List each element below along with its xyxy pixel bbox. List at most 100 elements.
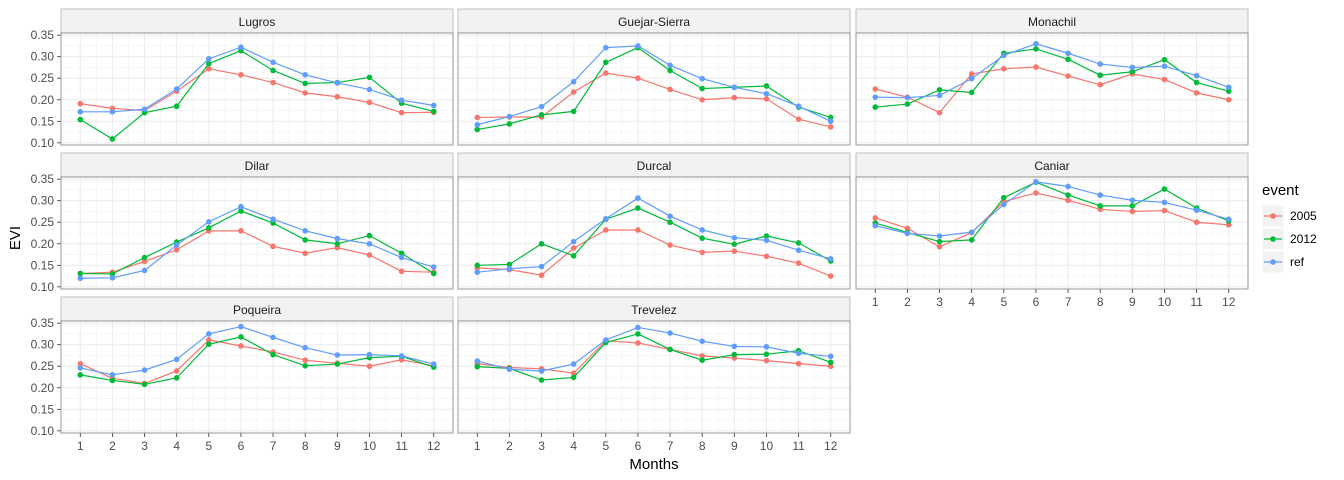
facet-panels: Lugros 0.10 0.15 0.20 0.25 0.30 0.35 Guejar-Sie… <box>31 8 1249 453</box>
data-point-ref <box>699 75 705 82</box>
data-point-ref <box>1129 197 1136 204</box>
data-point-2005 <box>570 89 577 95</box>
x-tick-label: 12 <box>427 439 441 453</box>
data-point-2012 <box>635 205 641 211</box>
data-point-ref <box>141 106 148 113</box>
data-point-2005 <box>731 94 738 101</box>
x-tick-label: 12 <box>824 439 838 453</box>
data-point-2012 <box>635 331 641 337</box>
data-point-ref <box>570 361 577 367</box>
data-point-ref <box>173 242 180 248</box>
data-point-ref <box>795 103 802 110</box>
data-point-2005 <box>173 247 180 253</box>
series-line-ref <box>477 326 831 372</box>
data-point-2005 <box>238 228 244 234</box>
y-tick-label: 0.15 <box>31 258 55 272</box>
data-point-ref <box>538 368 545 374</box>
data-point-2012 <box>270 220 276 226</box>
data-point-ref <box>1225 84 1232 91</box>
data-point-ref <box>366 86 373 93</box>
facet-strip <box>457 296 851 322</box>
data-point-2005 <box>1225 222 1232 228</box>
data-point-2005 <box>699 249 705 256</box>
x-tick-label: 6 <box>1033 295 1040 309</box>
y-tick-label: 0.30 <box>31 50 55 64</box>
data-point-2005 <box>270 243 276 250</box>
data-point-2005 <box>302 250 308 257</box>
facet-panel-lugros: Lugros 0.10 0.15 0.20 0.25 0.30 0.35 <box>31 8 454 150</box>
panel-border <box>457 32 851 146</box>
data-point-ref <box>827 256 834 262</box>
data-point-2012 <box>667 219 673 226</box>
data-point-2012 <box>1161 186 1168 192</box>
data-point-2012 <box>872 104 879 110</box>
data-point-2005 <box>334 93 341 100</box>
data-point-ref <box>77 109 84 115</box>
y-tick-label: 0.20 <box>31 237 55 251</box>
data-point-ref <box>506 265 513 272</box>
data-point-ref <box>538 103 545 110</box>
facet-strip-label: Caniar <box>1034 159 1069 173</box>
data-point-ref <box>904 230 911 237</box>
data-point-2005 <box>366 252 373 258</box>
data-point-ref <box>538 263 545 270</box>
legend-title: event <box>1262 182 1300 199</box>
x-tick-label: 8 <box>1097 295 1104 309</box>
x-tick-label: 8 <box>302 439 309 453</box>
x-tick-label: 7 <box>1065 295 1072 309</box>
data-point-ref <box>1065 50 1071 57</box>
panel-border <box>855 176 1249 290</box>
data-point-2005 <box>1065 197 1071 204</box>
legend: event 2005 2012 ref <box>1261 182 1317 274</box>
data-point-2005 <box>302 357 308 364</box>
series-line-2005 <box>477 229 831 277</box>
x-axis-title: Months <box>629 456 678 473</box>
data-point-2012 <box>430 270 437 277</box>
data-point-ref <box>474 269 481 276</box>
data-point-2012 <box>1193 79 1200 86</box>
data-point-2012 <box>1033 46 1039 52</box>
legend-key-point <box>1270 213 1276 219</box>
data-point-2005 <box>1193 90 1200 96</box>
data-point-2012 <box>141 254 148 261</box>
data-point-2012 <box>827 114 834 121</box>
x-tick-label: 3 <box>936 295 943 309</box>
data-point-2005 <box>474 114 481 121</box>
data-point-ref <box>904 94 911 101</box>
data-point-2012 <box>474 262 481 269</box>
panel-border <box>457 320 851 434</box>
data-point-ref <box>1129 64 1136 71</box>
data-point-2012 <box>699 235 705 241</box>
data-point-2012 <box>506 261 513 268</box>
legend-label: ref <box>1290 255 1305 269</box>
data-point-2012 <box>141 381 148 388</box>
facet-strip-label: Monachil <box>1028 15 1076 29</box>
series-line-ref <box>80 325 434 376</box>
data-point-ref <box>872 94 879 100</box>
data-point-2012 <box>506 121 513 127</box>
data-point-2012 <box>731 241 738 247</box>
data-point-2012 <box>731 351 738 358</box>
data-point-2005 <box>334 244 341 251</box>
data-point-2005 <box>635 340 641 346</box>
x-tick-label: 11 <box>792 439 805 453</box>
facet-strip <box>457 152 851 178</box>
data-point-2005 <box>603 70 609 76</box>
facet-strip <box>855 152 1249 178</box>
data-point-2012 <box>699 85 705 92</box>
data-point-ref <box>206 331 212 337</box>
data-point-ref <box>334 235 341 242</box>
y-tick-label: 0.15 <box>31 114 55 128</box>
data-point-ref <box>398 97 405 103</box>
data-point-2012 <box>173 103 180 110</box>
facet-panel-monachil: Monachil <box>855 8 1249 146</box>
series-line-ref <box>875 181 1229 237</box>
y-tick-label: 0.15 <box>31 402 55 416</box>
x-tick-label: 4 <box>968 295 975 309</box>
facet-strip-label: Trevelez <box>631 303 677 317</box>
data-point-ref <box>1193 72 1200 79</box>
data-point-ref <box>936 92 943 99</box>
series-line-2012 <box>80 336 434 385</box>
